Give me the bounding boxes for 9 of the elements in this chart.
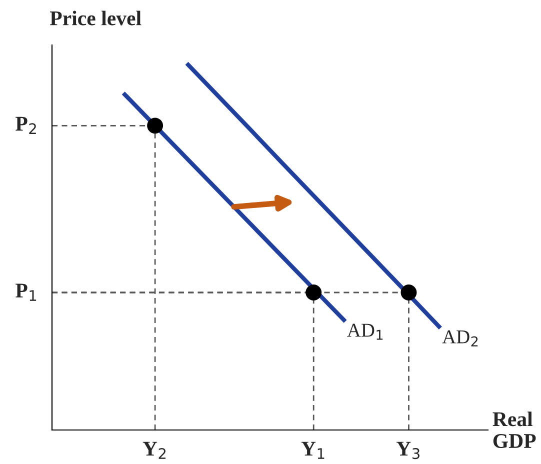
text: P$_{2}$ [16,116,36,134]
x-tick-label: Y$_{1}$ [301,442,324,459]
series-label: AD$_{2}$ [442,330,478,346]
y-axis-title: Price level [50,10,142,26]
x-tick-label: Y$_{2}$ [142,442,166,459]
text: P$_{1}$ [16,284,36,301]
x-tick-label: Y$_{3}$ [396,442,420,460]
x-axis-title: Real GDP [492,412,536,448]
series-label: AD$_{1}$ [347,324,383,340]
